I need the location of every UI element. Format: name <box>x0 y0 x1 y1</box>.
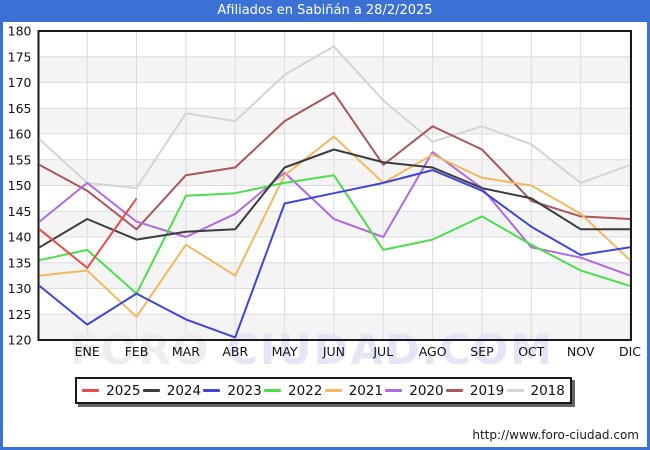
series-line-2023 <box>38 169 631 339</box>
y-tick-label: 180 <box>8 24 32 39</box>
plot-band <box>38 56 631 83</box>
x-tick-label: MAR <box>172 344 200 359</box>
y-tick-label: 170 <box>8 75 32 90</box>
plot-border <box>37 30 632 341</box>
legend-label-2021: 2021 <box>348 382 383 399</box>
legend-item-2022: 2022 <box>264 383 322 399</box>
y-tick-label: 160 <box>8 127 32 142</box>
y-tick-label: 125 <box>8 307 32 322</box>
x-tick-label: MAY <box>272 344 298 359</box>
legend-label-2025: 2025 <box>106 382 141 399</box>
x-tick-label: DIC <box>619 344 641 359</box>
legend-item-2019: 2019 <box>445 382 505 399</box>
chart-title: Afiliados en Sabiñán a 28/2/2025 <box>0 0 650 22</box>
x-tick-label: JUN <box>322 344 345 359</box>
y-tick-label: 120 <box>8 333 32 348</box>
series-line-2024 <box>38 148 630 249</box>
x-tick-label: JUL <box>372 344 393 359</box>
x-tick-label: ABR <box>222 344 248 359</box>
legend: 2025 2024 2023 2022 2021 2020 2019 2018 <box>75 377 572 404</box>
line-chart: FORO CIUDAD.COM 120 125 130 135 140 145 150 155 1… <box>8 24 642 375</box>
x-tick-label: ENE <box>75 344 100 359</box>
y-tick-label: 175 <box>8 49 32 64</box>
legend-label-2023: 2023 <box>227 382 262 399</box>
x-tick-label: OCT <box>518 344 545 359</box>
y-tick-label: 135 <box>8 255 32 270</box>
legend-swatch-2024 <box>142 389 160 392</box>
legend-item-2023: 2023 <box>203 382 262 399</box>
y-tick-label: 140 <box>8 230 32 245</box>
series-line-2019 <box>39 91 631 231</box>
legend-label-2019: 2019 <box>469 382 505 399</box>
y-tick-label: 165 <box>8 101 32 116</box>
legend-swatch-2019 <box>445 389 463 392</box>
y-tick-label: 150 <box>8 178 32 193</box>
legend-swatch-2020 <box>385 389 403 392</box>
series-line-2020 <box>38 151 631 277</box>
legend-swatch-2021 <box>324 389 342 392</box>
plot-band <box>38 314 631 340</box>
legend-label-2020: 2020 <box>409 382 444 399</box>
legend-swatch-2023 <box>203 389 221 392</box>
legend-item-2020: 2020 <box>385 382 444 399</box>
series-line-2025 <box>38 197 138 269</box>
legend-label-2018: 2018 <box>530 382 565 399</box>
plot-band <box>38 262 631 289</box>
legend-swatch-2025 <box>82 389 100 392</box>
legend-item-2018: 2018 <box>506 382 565 399</box>
legend-item-2021: 2021 <box>324 382 383 399</box>
plot-band <box>38 159 631 186</box>
legend-swatch-2022 <box>264 389 281 392</box>
plot-band <box>38 108 631 134</box>
series-line-2021 <box>39 135 631 318</box>
legend-label-2022: 2022 <box>288 382 323 399</box>
x-tick-label: SEP <box>470 344 494 359</box>
plot-band <box>38 211 631 237</box>
watermark: FORO CIUDAD.COM <box>70 325 554 374</box>
legend-item-2025: 2025 <box>82 383 140 399</box>
series-line-2018 <box>38 45 631 190</box>
site-url-link[interactable]: http://www.foro-ciudad.com <box>472 428 639 442</box>
x-tick-label: FEB <box>125 344 149 359</box>
legend-swatch-2018 <box>506 389 524 392</box>
y-tick-label: 145 <box>8 204 32 219</box>
y-tick-label: 155 <box>8 152 32 167</box>
x-tick-label: NOV <box>567 344 595 359</box>
y-tick-label: 130 <box>8 281 32 296</box>
legend-item-2024: 2024 <box>142 382 202 399</box>
x-tick-label: AGO <box>419 344 447 359</box>
legend-label-2024: 2024 <box>166 382 202 399</box>
